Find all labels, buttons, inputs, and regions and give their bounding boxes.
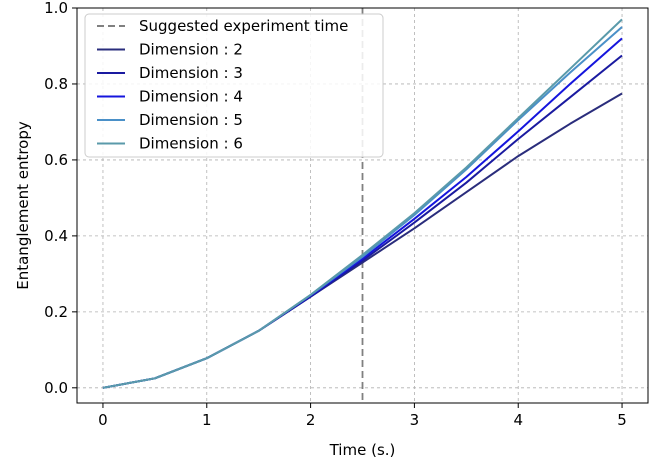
y-tick-label: 1.0 xyxy=(44,0,68,17)
legend-label: Dimension : 4 xyxy=(139,88,243,106)
legend-label: Suggested experiment time xyxy=(139,17,348,35)
legend-label: Dimension : 2 xyxy=(139,41,243,59)
y-axis-label: Entanglement entropy xyxy=(14,121,32,290)
legend-label: Dimension : 6 xyxy=(139,135,243,153)
plot-frame xyxy=(76,7,649,404)
x-axis-label: Time (s.) xyxy=(329,441,396,459)
y-tick-label: 0.6 xyxy=(44,151,68,169)
y-tick-label: 0.4 xyxy=(44,227,68,245)
x-tick-label: 2 xyxy=(306,411,316,429)
legend-items: Suggested experiment time Dimension : 2 Di… xyxy=(97,17,348,153)
y-tick-label: 0.2 xyxy=(44,303,68,321)
y-tick-label: 0.0 xyxy=(44,379,68,397)
legend-label: Dimension : 5 xyxy=(139,111,243,129)
x-tick-label: 3 xyxy=(410,411,420,429)
y-tick-label: 0.8 xyxy=(44,75,68,93)
x-tick-label: 1 xyxy=(202,411,212,429)
x-tick-label: 5 xyxy=(617,411,627,429)
legend-box xyxy=(84,13,384,158)
legend: Suggested experiment time Dimension : 2 Di… xyxy=(84,13,384,158)
series-line xyxy=(102,18,623,389)
legend-label: Dimension : 3 xyxy=(139,64,243,82)
x-tick-label: 4 xyxy=(513,411,523,429)
tick-layer: 0 1 2 3 4 5 0.0 0.2 0.4 0.6 0.8 1.0 xyxy=(44,0,627,429)
series-layer xyxy=(102,18,623,389)
x-tick-label: 0 xyxy=(98,411,108,429)
